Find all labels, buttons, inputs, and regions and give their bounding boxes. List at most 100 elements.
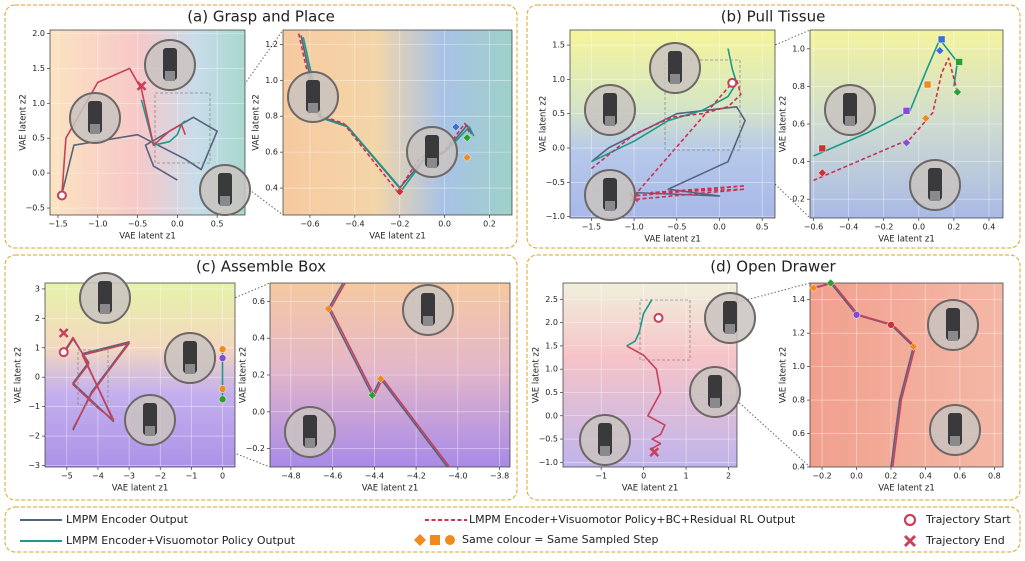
y-tick-label: −2 — [28, 432, 40, 441]
x-tick-label: 0.2 — [948, 223, 961, 232]
y-tick-label: 1.0 — [552, 75, 565, 84]
x-tick-label: −1 — [185, 472, 197, 481]
y-tick-label: 1.0 — [265, 76, 278, 85]
x-tick-label: −2 — [154, 472, 166, 481]
y-tick-label: 0.5 — [32, 134, 45, 143]
hand-callout — [200, 165, 250, 215]
step-marker — [219, 396, 226, 403]
y-tick-label: 0.5 — [552, 109, 565, 118]
x-axis-label: VAE latent z1 — [369, 232, 426, 242]
y-axis-label: VAE latent z2 — [532, 347, 542, 404]
x-tick-label: 0.0 — [912, 223, 925, 232]
y-tick-label: 2 — [35, 314, 40, 323]
x-tick-label: −5 — [61, 472, 73, 481]
y-axis-label: VAE latent z2 — [19, 94, 29, 151]
y-tick-label: 1.2 — [792, 329, 805, 338]
hand-callout — [585, 85, 635, 135]
x-axis-label: VAE latent z1 — [878, 484, 935, 494]
y-tick-label: 1.0 — [32, 99, 45, 108]
y-tick-label: 0.0 — [545, 411, 558, 420]
legend-marker — [445, 535, 455, 545]
hand-callout — [288, 72, 338, 122]
legend-label: Trajectory End — [925, 534, 1005, 547]
x-axis-label: VAE latent z1 — [878, 235, 935, 245]
y-tick-label: −0.2 — [246, 444, 265, 453]
hand-callout — [165, 333, 215, 383]
y-tick-label: 1.2 — [265, 40, 278, 49]
step-marker — [938, 36, 945, 43]
y-tick-label: 0.0 — [252, 407, 265, 416]
x-tick-label: 0 — [641, 472, 646, 481]
x-tick-label: −1.0 — [88, 220, 107, 229]
hand-callout — [70, 93, 120, 143]
y-tick-label: −3 — [28, 461, 40, 470]
start-marker — [728, 79, 736, 87]
hand-icon — [845, 116, 855, 126]
hand-callout — [145, 40, 195, 90]
hand-icon — [948, 331, 958, 341]
x-tick-label: 0.2 — [483, 220, 496, 229]
x-tick-label: 0.6 — [954, 472, 967, 481]
x-tick-label: −0.6 — [300, 220, 319, 229]
x-axis-label: VAE latent z1 — [644, 235, 701, 245]
step-marker — [887, 321, 894, 328]
hand-callout — [580, 415, 630, 465]
legend-label: LMPM Encoder+Visuomotor Policy Output — [66, 534, 296, 547]
y-axis-label: VAE latent z2 — [779, 96, 789, 153]
chart: −4.8−4.6−4.4−4.2−4.0−3.8−0.20.00.20.40.6… — [239, 283, 511, 494]
y-tick-label: 0.4 — [792, 463, 805, 472]
y-tick-label: 0.8 — [792, 396, 805, 405]
start-marker — [58, 191, 66, 199]
x-tick-label: −0.2 — [390, 220, 409, 229]
hand-icon — [930, 191, 940, 201]
y-axis-label: VAE latent z2 — [239, 347, 249, 404]
hand-icon — [165, 71, 175, 81]
x-tick-label: −4.2 — [406, 472, 425, 481]
panel-title: (a) Grasp and Place — [187, 8, 335, 26]
x-tick-label: 0.0 — [438, 220, 451, 229]
y-axis-label: VAE latent z2 — [252, 94, 262, 151]
y-tick-label: −0.5 — [539, 435, 558, 444]
y-axis-label: VAE latent z2 — [14, 347, 24, 404]
panel-title: (c) Assemble Box — [196, 258, 326, 276]
x-tick-label: 0.8 — [988, 472, 1001, 481]
x-tick-label: 1 — [684, 472, 689, 481]
step-marker — [819, 145, 826, 152]
hand-callout — [825, 85, 875, 135]
x-tick-label: −0.6 — [804, 223, 823, 232]
y-tick-label: 1.5 — [32, 64, 45, 73]
y-tick-label: 0.6 — [792, 120, 805, 129]
y-tick-label: 0.8 — [792, 82, 805, 91]
hand-callout — [125, 395, 175, 445]
y-tick-label: 1.0 — [792, 44, 805, 53]
hand-icon — [220, 196, 230, 206]
hand-icon — [950, 436, 960, 446]
x-axis-label: VAE latent z1 — [622, 484, 679, 494]
hand-icon — [145, 426, 155, 436]
y-tick-label: −1 — [28, 402, 40, 411]
x-tick-label: −0.2 — [874, 223, 893, 232]
x-axis-label: VAE latent z1 — [119, 232, 176, 242]
y-tick-label: 0.4 — [265, 184, 278, 193]
x-tick-label: −4.6 — [323, 472, 342, 481]
hand-callout — [705, 293, 755, 343]
x-tick-label: −1.5 — [582, 223, 601, 232]
y-tick-label: 0.0 — [32, 169, 45, 178]
legend-label: Same colour = Same Sampled Step — [462, 533, 658, 546]
hand-icon — [725, 324, 735, 334]
y-tick-label: 1 — [35, 343, 40, 352]
step-marker — [219, 355, 226, 362]
x-tick-label: −4.8 — [281, 472, 300, 481]
x-tick-label: 0.0 — [713, 223, 726, 232]
hand-callout — [585, 170, 635, 220]
y-tick-label: 2.5 — [545, 295, 558, 304]
legend-label: Trajectory Start — [925, 513, 1011, 526]
y-tick-label: 1.5 — [552, 41, 565, 50]
y-tick-label: 0.5 — [545, 388, 558, 397]
x-tick-label: −3 — [123, 472, 135, 481]
y-tick-label: 2.0 — [32, 29, 45, 38]
x-tick-label: −1 — [595, 472, 607, 481]
y-tick-label: 1.5 — [545, 341, 558, 350]
hand-icon — [423, 316, 433, 326]
